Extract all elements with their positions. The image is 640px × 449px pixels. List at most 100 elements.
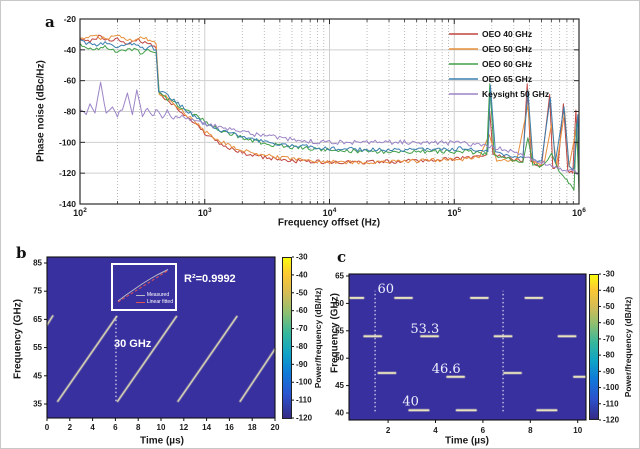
x-tick-label: 104 xyxy=(323,207,337,218)
sweep-span-annotation: 30 GHz xyxy=(114,338,152,350)
c-colorbar-tick-label: -90 xyxy=(603,367,615,376)
c-colorbar-tick-label: -30 xyxy=(603,270,615,279)
c-colorbar-tick-label: -110 xyxy=(603,399,619,408)
inset-plot xyxy=(117,269,169,303)
c-x-axis-label: Time (µs) xyxy=(445,435,489,447)
b-x-tick-label: 0 xyxy=(45,423,50,432)
c-colorbar-tick-label: -60 xyxy=(603,318,615,327)
b-y-tick-label: 85 xyxy=(33,259,42,268)
b-colorbar-tick-label: -40 xyxy=(296,270,308,279)
c-frequency-annotation: 53.3 xyxy=(410,322,439,337)
chirp-trace xyxy=(46,315,54,326)
c-colorbar-tick-label: -120 xyxy=(603,416,620,425)
b-x-tick-label: 20 xyxy=(271,423,280,432)
colorbar-b-gradient xyxy=(282,257,292,419)
b-colorbar-tick-label: -120 xyxy=(296,414,313,423)
b-x-tick-label: 6 xyxy=(113,423,118,432)
inset-legend: Measured Linear fitted xyxy=(135,292,173,305)
series-oeo-50-ghz xyxy=(79,34,580,169)
c-frequency-annotation: 46.6 xyxy=(432,362,461,377)
series-oeo-60-ghz xyxy=(79,43,580,194)
r-squared-annotation: R²=0.9992 xyxy=(184,273,236,285)
spectrogram-charts: 0 2 4 6 8 10 12 14 16 18 20 35 45 55 65 75 85 -30 -40 -50 -6… xyxy=(33,253,620,436)
b-x-tick-label: 4 xyxy=(90,423,95,432)
b-colorbar-tick-label: -80 xyxy=(296,342,308,351)
b-y-axis-label: Frequency (GHz) xyxy=(12,298,24,380)
inset-legend-fitted-label: Linear fitted xyxy=(146,299,173,305)
c-x-tick-label: 8 xyxy=(528,426,533,435)
y-tick-label: -140 xyxy=(59,199,76,209)
x-tick-label: 102 xyxy=(73,207,87,218)
legend-item-label: OEO 65 GHz xyxy=(482,74,532,84)
chirp-trace xyxy=(177,315,238,402)
b-x-tick-label: 8 xyxy=(136,423,141,432)
fitted-swatch xyxy=(135,301,145,303)
c-plot-background xyxy=(349,274,586,420)
inset-legend-measured-label: Measured xyxy=(146,292,170,298)
x-tick-label: 106 xyxy=(572,207,586,218)
y-tick-label: -80 xyxy=(64,107,77,117)
b-x-tick-label: 10 xyxy=(157,423,166,432)
phase-noise-chart: 102 103 104 105 106 -20 -40 -60 -80 -100 -120 -140 O… xyxy=(59,14,586,218)
b-colorbar-label: Power/frequency (dB/Hz) xyxy=(313,287,323,389)
b-colorbar-tick-label: -50 xyxy=(296,288,308,297)
linearity-inset: Measured Linear fitted xyxy=(111,263,177,311)
legend-item-label: OEO 60 GHz xyxy=(482,59,532,69)
c-colorbar-tick-label: -100 xyxy=(603,383,620,392)
chirp-trace xyxy=(57,315,118,402)
chirp-trace xyxy=(116,315,178,402)
c-frequency-annotation: 40 xyxy=(402,394,419,409)
panel-b-label: b xyxy=(16,244,27,262)
c-y-tick-label: 50 xyxy=(335,354,344,363)
b-y-tick-label: 35 xyxy=(33,400,42,409)
b-x-tick-label: 12 xyxy=(179,423,188,432)
c-colorbar-tick-label: -40 xyxy=(603,286,615,295)
b-x-axis-label: Time (µs) xyxy=(140,435,184,447)
x-tick-label: 103 xyxy=(198,207,212,218)
b-colorbar-tick-label: -30 xyxy=(296,253,308,262)
a-y-axis-label: Phase noise (dBc/Hz) xyxy=(35,60,47,162)
panel-c-label: c xyxy=(337,248,347,266)
b-plot-background xyxy=(47,257,275,418)
b-y-tick-label: 65 xyxy=(33,315,42,324)
b-y-tick-label: 55 xyxy=(33,343,42,352)
b-colorbar-tick-label: -90 xyxy=(296,360,308,369)
c-plot-border xyxy=(348,273,587,421)
legend-item-label: OEO 50 GHz xyxy=(482,44,532,54)
c-colorbar-tick-label: -80 xyxy=(603,351,615,360)
colorbar-c-gradient xyxy=(589,274,599,420)
y-tick-label: -60 xyxy=(64,76,77,86)
inset-legend-fitted: Linear fitted xyxy=(135,299,173,305)
b-colorbar-tick-label: -100 xyxy=(296,378,313,387)
inset-measured-line xyxy=(117,269,169,302)
inset-legend-measured: Measured xyxy=(135,292,173,298)
b-y-tick-label: 75 xyxy=(33,287,42,296)
c-y-tick-label: 40 xyxy=(335,409,344,418)
c-colorbar-tick-label: -50 xyxy=(603,302,615,311)
series-oeo-40-ghz xyxy=(79,34,580,177)
measured-swatch xyxy=(135,294,145,296)
c-y-tick-label: 65 xyxy=(335,272,344,281)
legend-item-label: OEO 40 GHz xyxy=(482,29,532,39)
c-y-tick-label: 55 xyxy=(335,326,344,335)
chirp-trace xyxy=(239,348,276,402)
b-colorbar-tick-label: -70 xyxy=(296,324,308,333)
c-x-tick-label: 2 xyxy=(386,426,391,435)
y-tick-label: -20 xyxy=(64,14,77,24)
y-tick-label: -40 xyxy=(64,45,77,55)
c-colorbar-label: Power/frequency (dB/Hz) xyxy=(623,296,633,398)
y-tick-label: -100 xyxy=(59,137,76,147)
series-keysight-50-ghz xyxy=(79,81,580,175)
c-y-tick-label: 45 xyxy=(335,381,344,390)
b-x-tick-label: 18 xyxy=(248,423,257,432)
c-frequency-annotation: 60 xyxy=(377,282,394,297)
b-y-tick-label: 45 xyxy=(33,371,42,380)
b-x-tick-label: 14 xyxy=(202,423,211,432)
c-x-tick-label: 4 xyxy=(433,426,438,435)
c-colorbar-tick-label: -70 xyxy=(603,334,615,343)
c-y-tick-label: 60 xyxy=(335,299,344,308)
legend-item-label: Keysight 50 GHz xyxy=(482,89,549,99)
c-x-tick-label: 10 xyxy=(573,426,582,435)
a-x-axis-label: Frequency offset (Hz) xyxy=(277,217,381,229)
